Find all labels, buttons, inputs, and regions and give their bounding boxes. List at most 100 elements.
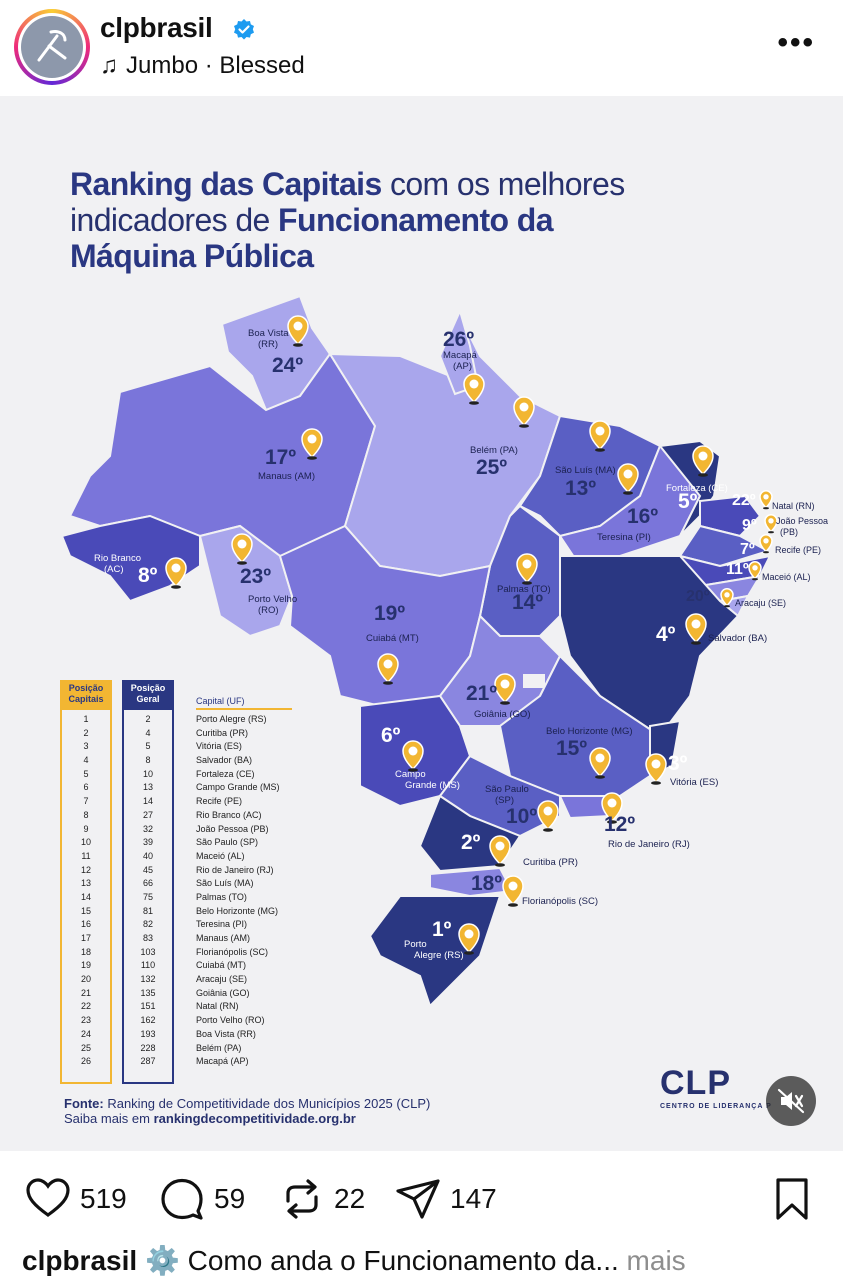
capital-name: Vitória (ES) [670, 777, 718, 788]
capital-rank: 7º [740, 541, 755, 558]
map-pin-icon [513, 396, 535, 428]
share-action[interactable]: 147 [394, 1175, 497, 1223]
username[interactable]: clpbrasil [100, 12, 213, 43]
music-info[interactable]: ♫ Jumbo · Blessed [100, 52, 305, 80]
row-position: 19 [80, 960, 91, 971]
comment-bubble-icon[interactable] [158, 1175, 206, 1223]
row-overall: 83 [142, 933, 153, 943]
row-capital: Porto Alegre (RS) [196, 714, 267, 724]
avatar[interactable] [21, 16, 83, 78]
row-overall: 66 [142, 878, 153, 889]
capital-name: Cuiabá (MT) [366, 633, 419, 644]
map-pin-icon [287, 315, 309, 347]
capital-rank: 22º [732, 492, 756, 509]
row-capital: Teresina (PI) [196, 919, 248, 930]
row-overall: 4 [145, 727, 151, 738]
capital-name: Manaus (AM) [258, 471, 315, 482]
bookmark-icon[interactable] [768, 1175, 816, 1223]
header-capital: Capital (UF) [196, 680, 292, 710]
row-overall: 287 [140, 1056, 156, 1067]
row-capital: Macapá (AP) [196, 1056, 249, 1067]
save-action[interactable] [768, 1175, 816, 1223]
row-position: 6 [83, 782, 89, 793]
row-capital: Salvador (BA) [196, 755, 253, 766]
capital-rank: 25º [476, 456, 507, 479]
capital-name: Rio Branco [94, 553, 141, 564]
row-position: 12 [80, 864, 91, 875]
row-position: 25 [80, 1042, 91, 1053]
row-capital: Florianópolis (SC) [196, 946, 269, 957]
map-pin-icon [231, 533, 253, 565]
capital-rank: 17º [265, 446, 296, 469]
row-position: 26 [80, 1056, 91, 1067]
post-caption[interactable]: clpbrasil ⚙️ Como anda o Funcionamento d… [22, 1244, 686, 1277]
map-pin-icon [463, 373, 485, 405]
capital-uf: (AC) [104, 564, 124, 575]
heart-icon[interactable] [24, 1175, 72, 1223]
row-position: 14 [80, 891, 91, 902]
capital-rank: 9º [742, 517, 757, 534]
map-pin-icon [165, 557, 187, 589]
comment-action[interactable]: 59 [158, 1175, 245, 1223]
capital-rank: 5º [678, 490, 698, 513]
row-overall: 110 [140, 960, 156, 971]
mute-button[interactable] [766, 1076, 816, 1126]
repost-action[interactable]: 22 [278, 1175, 365, 1223]
row-overall: 13 [142, 782, 153, 793]
capital-rank: 23º [240, 565, 271, 588]
source-link[interactable]: rankingdecompetitividade.org.br [153, 1111, 356, 1126]
map-pin-icon [589, 420, 611, 452]
row-position: 16 [80, 919, 91, 930]
music-label: Jumbo · Blessed [126, 52, 305, 79]
source-note: Fonte: Ranking de Competitividade dos Mu… [64, 1096, 431, 1126]
row-position: 21 [80, 987, 91, 998]
gear-emoji-icon: ⚙️ [144, 1245, 180, 1276]
row-capital: Fortaleza (CE) [196, 768, 255, 779]
row-overall: 132 [140, 974, 156, 985]
mute-speaker-icon [777, 1088, 805, 1114]
capital-name: Palmas (TO) [497, 584, 551, 595]
clp-avatar-icon [37, 30, 67, 62]
capital-name: Fortaleza (CE) [666, 483, 728, 494]
row-capital: São Luís (MA) [196, 878, 254, 889]
post-image[interactable]: Ranking das Capitais com os melhores ind… [0, 96, 843, 1151]
clp-logo: CLP CENTRO DE LIDERANÇA P [660, 1064, 772, 1110]
map-pin-icon [494, 673, 516, 705]
row-overall: 228 [140, 1042, 156, 1053]
like-action[interactable]: 519 [24, 1175, 127, 1223]
row-overall: 45 [142, 864, 153, 875]
map-pin-icon [601, 792, 623, 824]
row-capital: Recife (PE) [196, 796, 243, 807]
capital-name: Porto [404, 939, 427, 950]
row-overall: 193 [140, 1028, 156, 1039]
map-pin-icon [458, 923, 480, 955]
capital-uf: (SP) [495, 795, 514, 806]
row-position: 4 [83, 755, 89, 766]
row-overall: 103 [140, 946, 156, 957]
send-icon[interactable] [394, 1175, 442, 1223]
row-overall: 14 [142, 796, 153, 807]
music-note-icon: ♫ [100, 52, 118, 79]
capital-name: Macapá [443, 350, 478, 361]
caption-username[interactable]: clpbrasil [22, 1245, 138, 1276]
more-link[interactable]: mais [618, 1245, 686, 1276]
map-pin-icon [489, 835, 511, 867]
capital-uf: Grande (MS) [405, 780, 460, 791]
capital-name: Salvador (BA) [708, 633, 767, 644]
capital-uf: (RR) [258, 339, 278, 350]
verified-badge-icon [234, 19, 254, 40]
capital-rank: 8º [138, 564, 158, 587]
capital-uf: Alegre (RS) [414, 950, 464, 961]
story-ring[interactable] [14, 9, 90, 85]
map-pin-icon [759, 490, 773, 510]
repost-icon[interactable] [278, 1175, 326, 1223]
row-position: 15 [80, 905, 91, 916]
more-options-icon[interactable]: ••• [777, 26, 815, 59]
map-pin-icon [516, 553, 538, 585]
capital-name: Teresina (PI) [597, 532, 651, 543]
map-pin-icon [764, 514, 778, 534]
row-capital: Vitória (ES) [196, 741, 242, 752]
row-overall: 32 [142, 823, 153, 834]
capital-name: Aracaju (SE) [735, 598, 786, 608]
caption-text: Como anda o Funcionamento da... [179, 1245, 619, 1276]
